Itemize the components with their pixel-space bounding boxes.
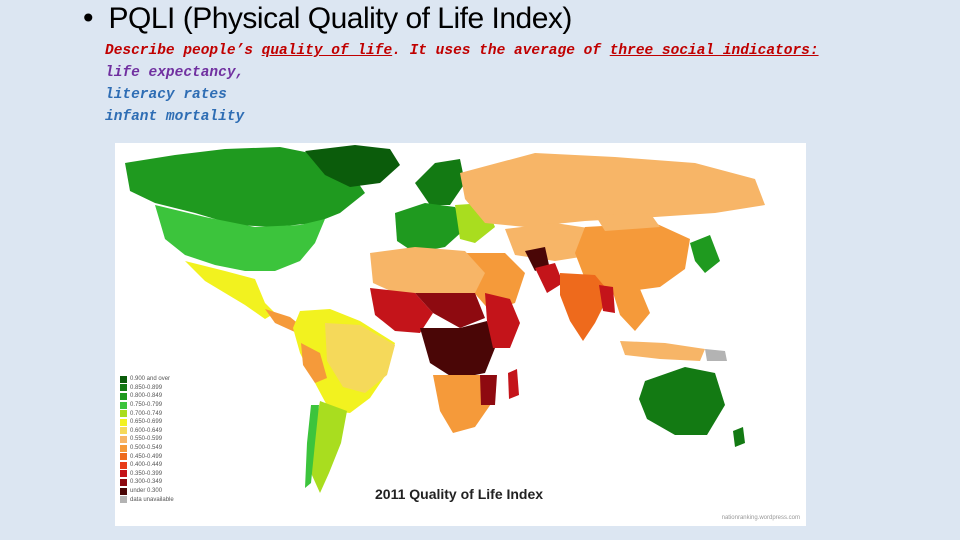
legend-swatch (120, 401, 127, 409)
map-region-greenland (305, 145, 400, 187)
map-region-mexico (185, 261, 275, 319)
legend-item: 0.900 and over (120, 375, 174, 384)
legend-swatch (120, 478, 127, 486)
legend-swatch (120, 453, 127, 461)
slide-description: Describe people’s quality of life. It us… (105, 40, 819, 128)
legend-swatch (120, 375, 127, 383)
map-legend: 0.900 and over 0.850-0.899 0.800-0.849 0.75… (120, 375, 174, 504)
legend-label: 0.700-0.749 (130, 410, 163, 417)
map-region-canada (125, 147, 365, 227)
legend-swatch (120, 444, 127, 452)
description-text-2: . It uses the average of (392, 43, 610, 59)
map-region-western-europe (395, 203, 465, 253)
map-region-north-africa (370, 247, 485, 293)
legend-item: 0.400-0.449 (120, 461, 174, 470)
map-region-indonesia (620, 341, 705, 361)
legend-item: 0.350-0.399 (120, 470, 174, 479)
map-credit: nationranking.wordpress.com (721, 515, 800, 521)
three-social-indicators-link[interactable]: three social indicators: (609, 43, 819, 59)
legend-swatch (120, 427, 127, 435)
legend-label: 0.850-0.899 (130, 384, 163, 391)
map-region-central-africa (420, 321, 495, 379)
world-map-svg (125, 145, 765, 493)
bullet-icon: • (80, 2, 97, 35)
map-region-southern-africa (433, 375, 493, 433)
legend-item: 0.500-0.549 (120, 444, 174, 453)
map-region-scandinavia (415, 159, 465, 205)
legend-label: under 0.300 (130, 488, 163, 495)
legend-item: 0.550-0.599 (120, 435, 174, 444)
legend-label: 0.450-0.499 (130, 453, 163, 460)
legend-swatch (120, 410, 127, 418)
legend-label: 0.350-0.399 (130, 470, 163, 477)
map-region-chile (305, 405, 319, 488)
map-region-southern-cone (311, 401, 347, 493)
legend-swatch (120, 461, 127, 469)
legend-label: 0.750-0.799 (130, 402, 163, 409)
slide-title-row: • PQLI (Physical Quality of Life Index) (80, 0, 572, 38)
map-region-west-africa (370, 288, 433, 333)
legend-swatch (120, 487, 127, 495)
indicator-life-expectancy: life expectancy, (105, 65, 245, 81)
legend-item: 0.850-0.899 (120, 384, 174, 393)
legend-label: 0.800-0.849 (130, 393, 163, 400)
legend-label: data unavailable (130, 496, 174, 503)
map-region-pakistan (535, 263, 563, 293)
description-line-1: Describe people’s quality of life. It us… (105, 40, 819, 62)
indicator-infant-mortality: infant mortality (105, 109, 245, 125)
world-map-image: 0.900 and over 0.850-0.899 0.800-0.849 0.75… (115, 143, 806, 526)
legend-swatch (120, 435, 127, 443)
map-region-australia (639, 367, 725, 435)
map-region-brazil (325, 323, 395, 393)
map-region-mozambique (480, 375, 497, 405)
map-region-usa (155, 205, 325, 271)
legend-item: 0.600-0.649 (120, 427, 174, 436)
map-region-korea-japan (690, 235, 720, 273)
quality-of-life-link[interactable]: quality of life (261, 43, 393, 59)
legend-swatch (120, 384, 127, 392)
map-title: 2011 Quality of Life Index (375, 486, 544, 502)
description-text-1: Describe people’s (105, 43, 262, 59)
legend-label: 0.900 and over (130, 376, 171, 383)
map-region-new-zealand (733, 427, 745, 447)
legend-swatch (120, 418, 127, 426)
map-region-mongolia (595, 213, 660, 231)
legend-label: 0.400-0.449 (130, 462, 163, 469)
indicator-literacy-rates: literacy rates (105, 87, 227, 103)
legend-item: data unavailable (120, 495, 174, 504)
legend-item: 0.650-0.699 (120, 418, 174, 427)
map-region-sahel (415, 293, 485, 328)
legend-item: 0.700-0.749 (120, 409, 174, 418)
legend-label: 0.600-0.649 (130, 427, 163, 434)
legend-label: 0.500-0.549 (130, 445, 163, 452)
map-region-png (705, 349, 727, 361)
map-region-india (560, 273, 610, 341)
legend-swatch (120, 470, 127, 478)
legend-label: 0.550-0.599 (130, 436, 163, 443)
map-region-bolivia-peru (301, 343, 327, 383)
map-region-east-africa (485, 293, 520, 348)
slide-title: PQLI (Physical Quality of Life Index) (108, 2, 573, 35)
legend-label: 0.300-0.349 (130, 479, 163, 486)
legend-item: 0.450-0.499 (120, 452, 174, 461)
legend-swatch (120, 496, 127, 504)
legend-item: under 0.300 (120, 487, 174, 496)
map-region-myanmar (599, 285, 615, 313)
map-region-afghanistan (525, 247, 549, 271)
map-region-china (575, 223, 690, 293)
map-region-southeast-asia (610, 283, 650, 331)
map-region-russia (460, 153, 765, 227)
legend-item: 0.750-0.799 (120, 401, 174, 410)
legend-swatch (120, 392, 127, 400)
legend-item: 0.300-0.349 (120, 478, 174, 487)
legend-item: 0.800-0.849 (120, 392, 174, 401)
map-region-madagascar (508, 369, 519, 399)
legend-label: 0.650-0.699 (130, 419, 163, 426)
